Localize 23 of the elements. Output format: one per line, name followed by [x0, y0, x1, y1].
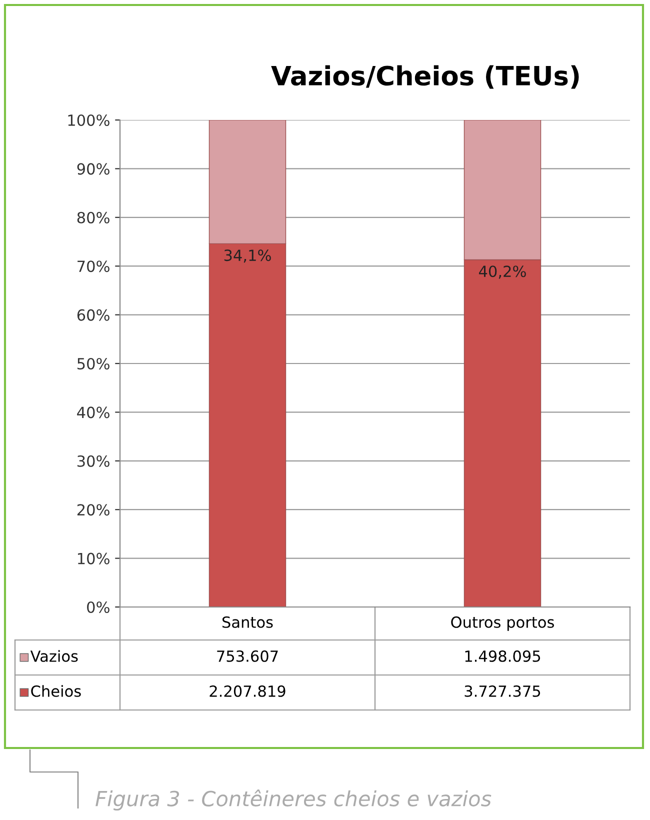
- text: 753.607: [217, 650, 278, 662]
- x-tick-label: Outros portos: [451, 616, 554, 631]
- y-tick-label: 40%: [77, 406, 110, 418]
- y-tick-label: 0%: [87, 601, 110, 614]
- y-tick-label: 60%: [77, 309, 110, 321]
- y-tick-label: 50%: [78, 358, 110, 370]
- annotation: 40,2%: [478, 266, 526, 279]
- y-tick-label: 70%: [78, 260, 110, 272]
- text: Figura 3 - Contêineres cheios e vazios: [96, 790, 492, 810]
- y-tick-label: 10%: [78, 552, 110, 564]
- x-tick-label: Santos: [222, 616, 273, 628]
- y-tick-label: 100%: [68, 114, 110, 126]
- legend-label: Vazios: [30, 650, 78, 662]
- text: 1.498.095: [465, 650, 540, 662]
- y-tick-label: 80%: [77, 212, 110, 224]
- y-tick-label: 90%: [77, 163, 110, 175]
- legend-label: Cheios: [31, 685, 81, 697]
- text: 3.727.375: [464, 685, 540, 697]
- annotation: 34,1%: [224, 250, 271, 263]
- text: 2.207.819: [210, 685, 286, 697]
- y-tick-label: 30%: [77, 455, 110, 467]
- y-tick-label: 20%: [77, 504, 110, 516]
- chart-title: Vazios/Cheios (TEUs): [271, 65, 579, 89]
